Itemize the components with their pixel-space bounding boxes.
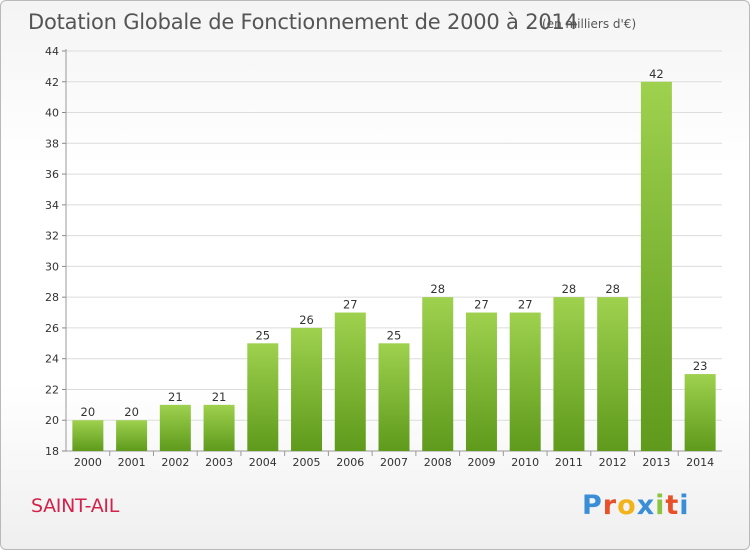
bar-2008 [422,297,454,451]
bar-2012 [597,297,629,451]
y-tick-label: 34 [45,199,59,212]
y-tick-label: 26 [45,322,59,335]
bar-value-label: 42 [649,67,664,81]
logo-letter: P [582,490,603,521]
y-tick-label: 36 [45,168,59,181]
bar-2003 [203,404,235,451]
logo-letter: o [617,490,637,521]
bar-value-label: 20 [124,405,139,419]
bar-2004 [247,343,279,451]
bar-value-label: 21 [212,390,227,404]
bar-2013 [640,81,672,452]
bar-2006 [334,312,366,451]
bar-value-label: 20 [81,405,96,419]
y-tick-label: 28 [45,291,59,304]
logo-letter: t [665,490,680,521]
bar-2011 [553,297,585,451]
bar-value-label: 27 [474,298,489,312]
bar-2002 [159,404,191,451]
bar-value-label: 26 [299,313,314,327]
x-tick-label: 2012 [599,456,627,469]
bar-value-label: 27 [343,298,358,312]
logo-letter: i [679,490,690,521]
x-tick-label: 2001 [118,456,146,469]
x-tick-label: 2014 [686,456,714,469]
y-tick-label: 32 [45,230,59,243]
y-tick-label: 44 [45,45,59,58]
x-tick-label: 2003 [205,456,233,469]
commune-name: SAINT-AIL [31,495,120,517]
x-tick-label: 2006 [336,456,364,469]
y-tick-label: 24 [45,353,59,366]
logo-letter: x [636,490,656,521]
bar-value-label: 25 [255,328,270,342]
bar-value-label: 25 [387,328,402,342]
x-tick-label: 2002 [161,456,189,469]
y-tick-label: 42 [45,76,59,89]
bar-value-label: 28 [562,282,577,296]
x-tick-label: 2000 [74,456,102,469]
bar-value-label: 23 [693,359,708,373]
bar-2009 [465,312,497,451]
bar-value-label: 28 [430,282,445,296]
x-tick-label: 2009 [467,456,495,469]
bar-2010 [509,312,541,451]
chart-title: Dotation Globale de Fonctionnement de 20… [28,10,578,34]
bar-value-label: 28 [605,282,620,296]
x-tick-label: 2007 [380,456,408,469]
logo-letter: r [602,490,618,521]
x-tick-label: 2005 [293,456,321,469]
y-tick-label: 18 [45,445,59,458]
proxiti-logo: Proxiti [582,490,690,521]
chart-subtitle: (en milliers d'€) [542,17,637,31]
y-tick-label: 30 [45,260,59,273]
bar-value-label: 27 [518,298,533,312]
y-tick-label: 22 [45,383,59,396]
bar-value-label: 21 [168,390,183,404]
bar-2001 [116,420,148,451]
bar-2000 [72,420,104,451]
logo-letter: i [655,490,666,521]
x-tick-label: 2011 [555,456,583,469]
bar-2005 [291,327,323,451]
bar-2014 [684,374,716,451]
x-tick-label: 2008 [424,456,452,469]
x-tick-label: 2010 [511,456,539,469]
y-tick-label: 40 [45,107,59,120]
x-tick-label: 2004 [249,456,277,469]
y-tick-label: 38 [45,137,59,150]
bar-2007 [378,343,410,451]
x-tick-label: 2013 [642,456,670,469]
y-tick-label: 20 [45,414,59,427]
